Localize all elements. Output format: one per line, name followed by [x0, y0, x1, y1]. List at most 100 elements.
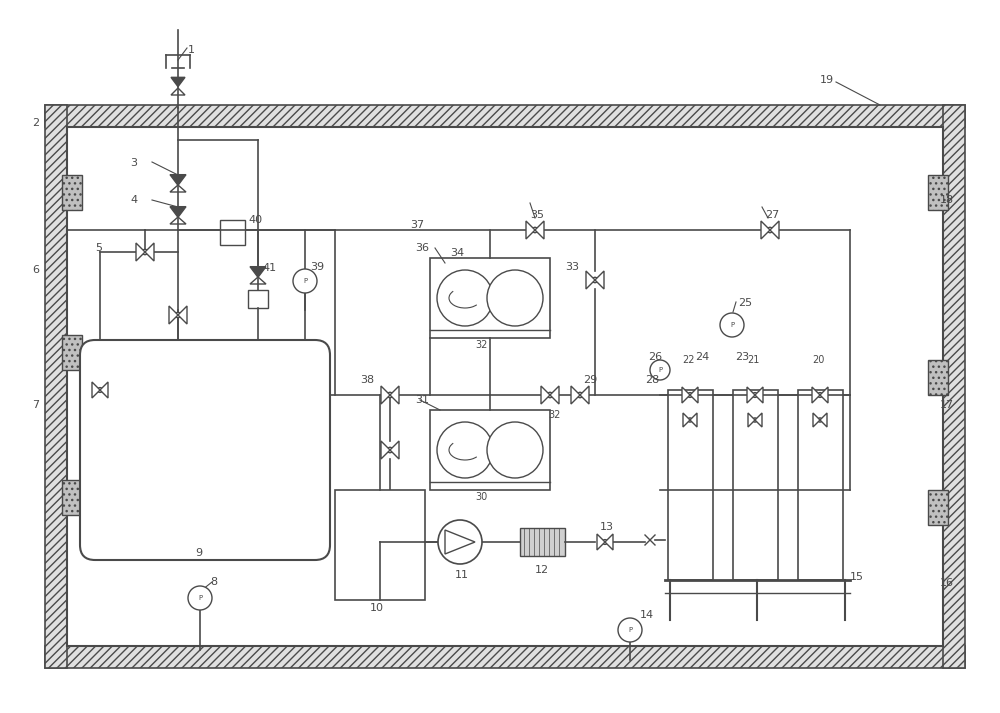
Polygon shape — [748, 413, 755, 427]
Circle shape — [387, 447, 393, 453]
Bar — [248, 290, 268, 308]
Polygon shape — [390, 386, 399, 404]
Text: 18: 18 — [940, 195, 954, 205]
Circle shape — [818, 393, 822, 397]
Circle shape — [175, 312, 181, 318]
Text: 22: 22 — [682, 355, 694, 365]
Circle shape — [487, 422, 543, 478]
Polygon shape — [605, 534, 613, 550]
Text: 25: 25 — [738, 298, 752, 308]
Bar — [928, 490, 948, 525]
FancyBboxPatch shape — [80, 340, 330, 560]
Polygon shape — [541, 386, 550, 404]
Text: 4: 4 — [130, 195, 137, 205]
Polygon shape — [820, 387, 828, 403]
Circle shape — [767, 227, 773, 232]
Polygon shape — [770, 221, 779, 239]
Circle shape — [437, 270, 493, 326]
Polygon shape — [100, 382, 108, 398]
Circle shape — [720, 313, 744, 337]
Polygon shape — [755, 387, 763, 403]
Text: 40: 40 — [248, 215, 262, 225]
Text: 17: 17 — [940, 400, 954, 410]
Circle shape — [753, 418, 757, 422]
Polygon shape — [690, 387, 698, 403]
Circle shape — [547, 392, 553, 398]
Polygon shape — [445, 530, 475, 554]
Bar — [220, 220, 245, 245]
Text: 12: 12 — [535, 565, 549, 575]
Text: 16: 16 — [940, 578, 954, 588]
Text: 11: 11 — [455, 570, 469, 580]
Text: 37: 37 — [410, 220, 424, 230]
Circle shape — [293, 269, 317, 293]
Circle shape — [142, 250, 148, 255]
Text: 29: 29 — [583, 375, 597, 385]
Text: 5: 5 — [95, 243, 102, 253]
Polygon shape — [526, 221, 535, 239]
Bar — [928, 360, 948, 395]
Bar — [45, 646, 965, 668]
Polygon shape — [169, 306, 178, 324]
Text: 9: 9 — [195, 548, 202, 558]
Circle shape — [753, 393, 757, 397]
Text: 19: 19 — [820, 75, 834, 85]
Bar — [430, 258, 550, 338]
Text: 27: 27 — [765, 210, 779, 220]
Text: 24: 24 — [695, 352, 709, 362]
Polygon shape — [571, 386, 580, 404]
Polygon shape — [145, 243, 154, 261]
Text: 30: 30 — [475, 492, 487, 502]
Polygon shape — [682, 387, 690, 403]
Polygon shape — [683, 413, 690, 427]
Circle shape — [577, 392, 583, 398]
Text: 23: 23 — [735, 352, 749, 362]
Circle shape — [387, 392, 393, 398]
Polygon shape — [597, 534, 605, 550]
Text: 8: 8 — [210, 577, 217, 587]
Circle shape — [618, 618, 642, 642]
Circle shape — [188, 586, 212, 610]
Bar — [733, 390, 778, 580]
Text: 36: 36 — [415, 243, 429, 253]
Polygon shape — [170, 207, 186, 217]
Text: P: P — [628, 627, 632, 633]
Circle shape — [437, 422, 493, 478]
Circle shape — [592, 277, 598, 282]
Text: 31: 31 — [415, 395, 429, 405]
Text: 2: 2 — [32, 118, 39, 128]
Text: 28: 28 — [645, 375, 659, 385]
Polygon shape — [755, 413, 762, 427]
Text: 32: 32 — [548, 410, 560, 420]
Polygon shape — [92, 382, 100, 398]
Bar — [668, 390, 713, 580]
Circle shape — [688, 418, 692, 422]
Text: 1: 1 — [188, 45, 195, 55]
Circle shape — [818, 418, 822, 422]
Polygon shape — [586, 271, 595, 289]
Text: 38: 38 — [360, 375, 374, 385]
Text: 34: 34 — [450, 248, 464, 258]
Text: 6: 6 — [32, 265, 39, 275]
Bar — [62, 480, 82, 515]
Text: 35: 35 — [530, 210, 544, 220]
Text: 32: 32 — [475, 340, 487, 350]
Bar — [520, 528, 565, 556]
Text: 13: 13 — [600, 522, 614, 532]
Text: 10: 10 — [370, 603, 384, 613]
Polygon shape — [761, 221, 770, 239]
Bar — [430, 410, 550, 490]
Polygon shape — [813, 413, 820, 427]
Polygon shape — [747, 387, 755, 403]
Bar — [45, 105, 67, 668]
Text: P: P — [730, 322, 734, 328]
Polygon shape — [580, 386, 589, 404]
Text: 3: 3 — [130, 158, 137, 168]
Polygon shape — [381, 441, 390, 459]
Polygon shape — [178, 306, 187, 324]
Bar — [798, 390, 843, 580]
Text: 41: 41 — [262, 263, 276, 273]
Polygon shape — [390, 441, 399, 459]
Polygon shape — [595, 271, 604, 289]
Bar — [45, 105, 965, 127]
